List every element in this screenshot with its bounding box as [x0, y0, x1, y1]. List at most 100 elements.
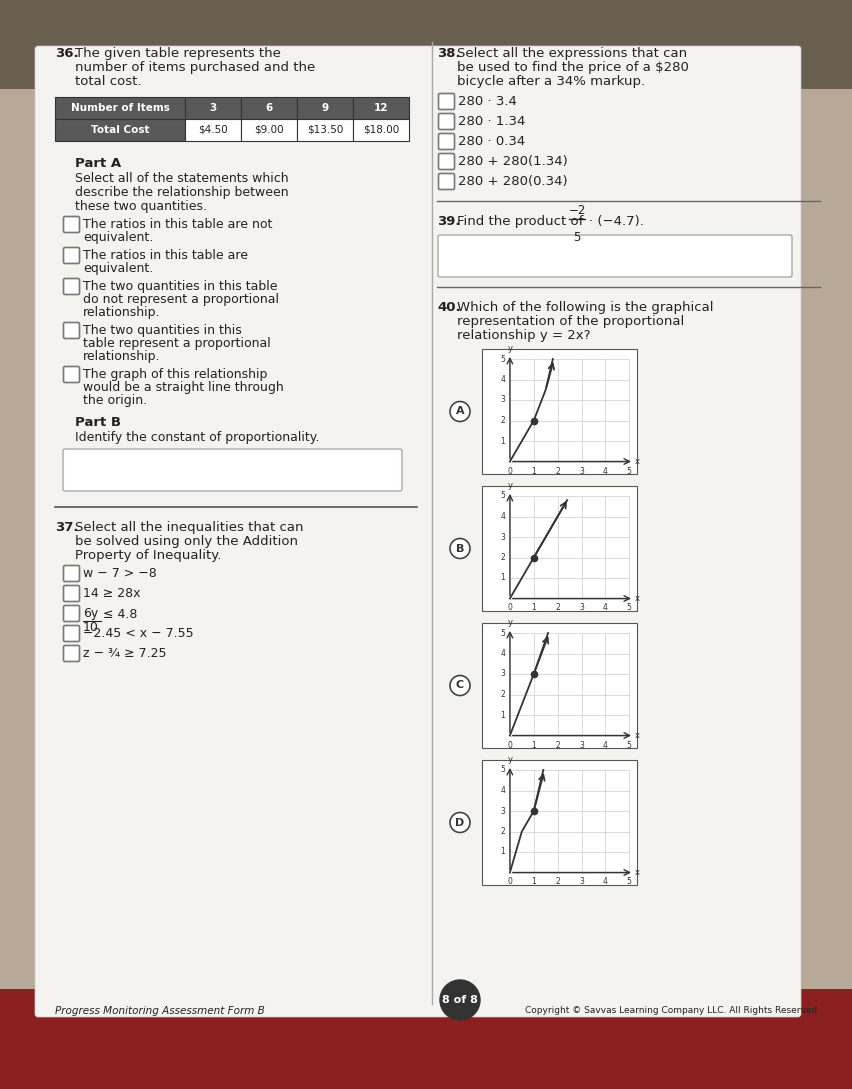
- Text: 4: 4: [500, 512, 505, 521]
- Text: be solved using only the Addition: be solved using only the Addition: [75, 535, 298, 548]
- FancyBboxPatch shape: [64, 625, 79, 641]
- FancyBboxPatch shape: [64, 322, 79, 339]
- Text: Identify the constant of proportionality.: Identify the constant of proportionality…: [75, 431, 320, 444]
- FancyBboxPatch shape: [64, 247, 79, 264]
- Text: 38.: 38.: [437, 47, 461, 60]
- Text: 1: 1: [500, 437, 505, 445]
- Text: x: x: [634, 731, 639, 741]
- Text: relationship y = 2x?: relationship y = 2x?: [457, 329, 590, 342]
- Text: The two quantities in this table: The two quantities in this table: [83, 280, 278, 293]
- Text: 2: 2: [556, 603, 560, 612]
- Text: −2.45 < x − 7.55: −2.45 < x − 7.55: [83, 627, 193, 640]
- Text: 5: 5: [500, 491, 505, 501]
- Text: Part A: Part A: [75, 157, 121, 170]
- Text: ≤ 4.8: ≤ 4.8: [103, 608, 137, 621]
- FancyBboxPatch shape: [64, 367, 79, 382]
- Text: 37.: 37.: [55, 521, 78, 534]
- Text: Copyright © Savvas Learning Company LLC. All Rights Reserved.: Copyright © Savvas Learning Company LLC.…: [525, 1006, 820, 1015]
- Text: The ratios in this table are not: The ratios in this table are not: [83, 218, 273, 231]
- Text: 5: 5: [500, 766, 505, 774]
- Bar: [55, 119, 185, 140]
- FancyBboxPatch shape: [63, 449, 402, 491]
- Text: 39.: 39.: [437, 215, 460, 228]
- Text: 2: 2: [500, 827, 505, 836]
- Text: 10: 10: [83, 621, 99, 634]
- FancyBboxPatch shape: [64, 586, 79, 601]
- Text: 9: 9: [321, 103, 329, 113]
- Text: table represent a proportional: table represent a proportional: [83, 337, 271, 350]
- Bar: [241, 97, 297, 119]
- Text: 5: 5: [500, 628, 505, 637]
- Text: Property of Inequality.: Property of Inequality.: [75, 549, 222, 562]
- Text: total cost.: total cost.: [75, 75, 141, 88]
- Text: 5: 5: [573, 231, 581, 244]
- Text: 3: 3: [500, 670, 505, 678]
- Text: 3: 3: [500, 395, 505, 404]
- Text: 2: 2: [556, 878, 560, 886]
- Bar: [482, 623, 637, 748]
- Text: the origin.: the origin.: [83, 394, 147, 407]
- Text: 3: 3: [210, 103, 216, 113]
- Text: these two quantities.: these two quantities.: [75, 200, 207, 213]
- Text: 3: 3: [579, 466, 584, 476]
- Text: Which of the following is the graphical: Which of the following is the graphical: [457, 301, 713, 314]
- Text: equivalent.: equivalent.: [83, 262, 153, 276]
- Text: 4: 4: [500, 375, 505, 384]
- Text: D: D: [455, 818, 464, 828]
- Bar: [353, 97, 409, 119]
- Text: 0: 0: [508, 466, 512, 476]
- Bar: [0, 89, 852, 989]
- Text: 0: 0: [508, 603, 512, 612]
- Text: 4: 4: [603, 466, 607, 476]
- Text: 3: 3: [500, 807, 505, 816]
- Bar: [0, 0, 852, 89]
- Bar: [297, 119, 353, 140]
- Text: y: y: [508, 617, 512, 627]
- Text: 280 · 1.34: 280 · 1.34: [458, 115, 526, 129]
- Text: 5: 5: [627, 603, 631, 612]
- Text: 2: 2: [500, 416, 505, 425]
- Text: 40.: 40.: [437, 301, 461, 314]
- Text: B: B: [456, 543, 464, 553]
- FancyBboxPatch shape: [439, 154, 454, 170]
- Text: 3: 3: [579, 741, 584, 749]
- Text: z − ¾ ≥ 7.25: z − ¾ ≥ 7.25: [83, 647, 166, 660]
- Text: 1: 1: [500, 710, 505, 720]
- Text: w − 7 > −8: w − 7 > −8: [83, 567, 157, 580]
- Circle shape: [450, 538, 470, 559]
- Text: x: x: [634, 868, 639, 877]
- Text: $4.50: $4.50: [199, 125, 227, 135]
- Text: $9.00: $9.00: [254, 125, 284, 135]
- Text: A: A: [456, 406, 464, 416]
- Text: 4: 4: [603, 878, 607, 886]
- Text: −2: −2: [568, 204, 585, 217]
- Text: 5: 5: [627, 878, 631, 886]
- Bar: [241, 119, 297, 140]
- FancyBboxPatch shape: [35, 46, 801, 1017]
- Text: 12: 12: [374, 103, 389, 113]
- FancyBboxPatch shape: [439, 134, 454, 149]
- FancyBboxPatch shape: [439, 173, 454, 189]
- FancyBboxPatch shape: [64, 605, 79, 622]
- Bar: [353, 119, 409, 140]
- FancyBboxPatch shape: [64, 279, 79, 294]
- FancyBboxPatch shape: [438, 235, 792, 277]
- Bar: [482, 486, 637, 611]
- Text: number of items purchased and the: number of items purchased and the: [75, 61, 315, 74]
- Text: Select all the inequalities that can: Select all the inequalities that can: [75, 521, 303, 534]
- Bar: [0, 969, 852, 1089]
- Text: 1: 1: [532, 741, 536, 749]
- Text: Progress Monitoring Assessment Form B: Progress Monitoring Assessment Form B: [55, 1006, 265, 1016]
- Text: 14 ≥ 28x: 14 ≥ 28x: [83, 587, 141, 600]
- Text: The given table represents the: The given table represents the: [75, 47, 281, 60]
- Bar: [185, 97, 241, 119]
- Text: 0: 0: [508, 741, 512, 749]
- Bar: [55, 97, 185, 119]
- FancyBboxPatch shape: [64, 646, 79, 661]
- Circle shape: [450, 402, 470, 421]
- Text: 3: 3: [579, 878, 584, 886]
- Text: 2: 2: [500, 690, 505, 699]
- Text: y: y: [508, 344, 512, 353]
- Text: Number of Items: Number of Items: [71, 103, 170, 113]
- Text: be used to find the price of a $280: be used to find the price of a $280: [457, 61, 689, 74]
